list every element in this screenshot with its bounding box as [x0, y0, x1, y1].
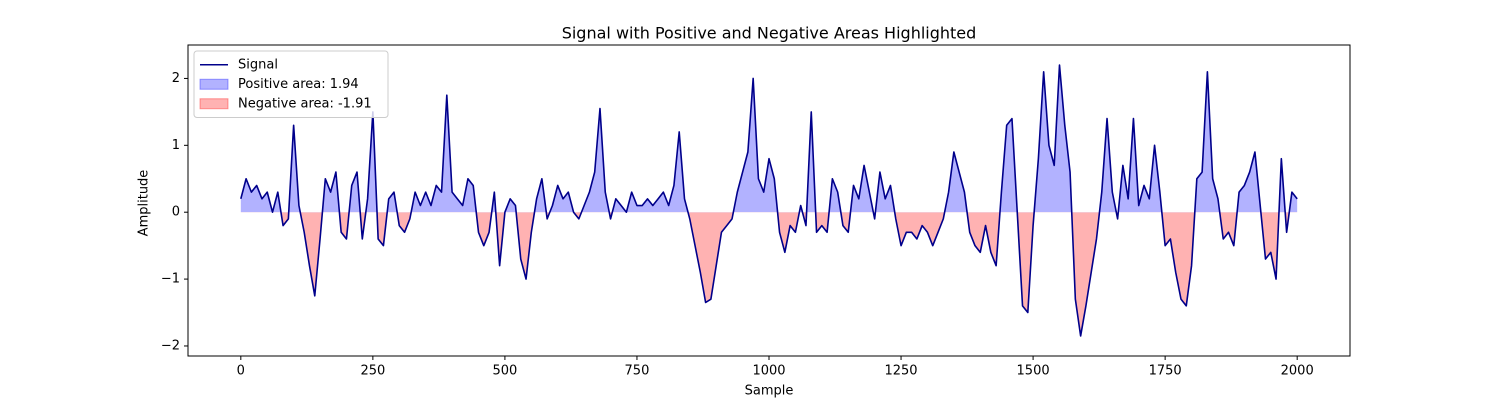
plot-frame	[187, 44, 1351, 357]
x-tick-label: 0	[237, 364, 245, 379]
x-tick-label: 2000	[1281, 364, 1314, 379]
x-axis-label: Sample	[745, 384, 794, 399]
y-tick-label: 2	[172, 71, 180, 86]
x-tick-label: 250	[360, 364, 385, 379]
x-tick-label: 1750	[1149, 364, 1182, 379]
x-tick-label: 750	[625, 364, 650, 379]
y-tick-label: 1	[172, 138, 180, 153]
y-axis-label: Amplitude	[137, 170, 152, 237]
legend-swatch	[199, 98, 229, 110]
x-tick-label: 1000	[752, 364, 785, 379]
legend-label: Positive area: 1.94	[238, 77, 359, 92]
area-above	[240, 65, 1298, 213]
area-below	[280, 212, 1290, 336]
legend-label: Negative area: -1.91	[238, 96, 372, 111]
y-tick-label: −2	[161, 338, 180, 353]
legend-label: Signal	[238, 57, 278, 72]
x-tick-label: 1250	[884, 364, 917, 379]
y-tick-label: −1	[161, 272, 180, 287]
y-tick-label: 0	[172, 205, 180, 220]
x-tick-label: 1500	[1017, 364, 1050, 379]
chart-title: Signal with Positive and Negative Areas …	[562, 24, 977, 43]
x-tick-label: 500	[492, 364, 517, 379]
signal-line	[240, 64, 1298, 337]
legend-swatch	[199, 78, 229, 90]
legend-box	[193, 50, 389, 118]
